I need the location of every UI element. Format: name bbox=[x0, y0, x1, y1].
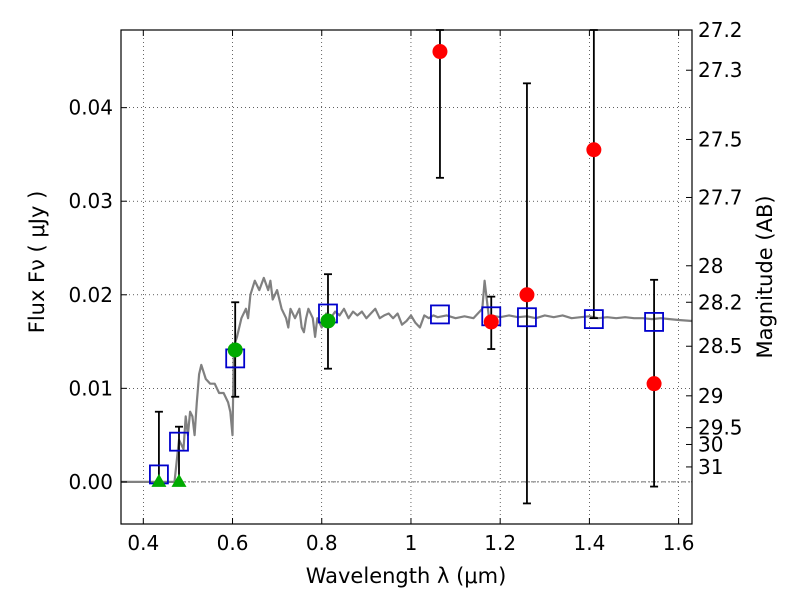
right-tick-label: 30 bbox=[698, 432, 723, 456]
upper-limit-triangle bbox=[151, 473, 167, 487]
y-axis-ticks: 0.00 0.01 0.02 0.03 0.04 bbox=[68, 96, 127, 494]
y-tick-label: 0.00 bbox=[68, 470, 113, 494]
green-data-point bbox=[320, 313, 336, 329]
model-square-marker bbox=[430, 304, 450, 325]
x-tick-label: 0.4 bbox=[127, 531, 159, 555]
x-axis-label: Wavelength λ (μm) bbox=[306, 564, 507, 588]
plot-background bbox=[121, 30, 692, 524]
red-data-point bbox=[586, 142, 602, 158]
x-tick-label: 1.2 bbox=[484, 531, 516, 555]
upper-limit-triangle bbox=[171, 473, 187, 487]
right-tick-label: 27.2 bbox=[698, 18, 743, 42]
y-axis-label-left: Flux Fν ( μJy ) bbox=[25, 191, 49, 334]
x-tick-label: 0.6 bbox=[217, 531, 249, 555]
y-tick-label: 0.04 bbox=[68, 96, 113, 120]
y-tick-label: 0.02 bbox=[68, 283, 113, 307]
right-tick-label: 27.7 bbox=[698, 185, 743, 209]
model-square-marker bbox=[644, 312, 664, 332]
model-square-marker bbox=[169, 431, 189, 452]
right-tick-label: 28 bbox=[698, 254, 723, 278]
right-tick-label: 29 bbox=[698, 384, 723, 408]
right-tick-label: 27.5 bbox=[698, 127, 743, 151]
green-data-point bbox=[227, 342, 243, 358]
x-tick-label: 0.8 bbox=[306, 531, 338, 555]
data-markers bbox=[149, 44, 664, 487]
model-square-marker bbox=[517, 307, 537, 328]
model-spectrum-line bbox=[121, 276, 693, 483]
right-tick-label: 28.2 bbox=[698, 290, 743, 314]
right-tick-label: 29.5 bbox=[698, 416, 743, 440]
x-axis-ticks: 0.4 0.6 0.8 1 1.2 1.4 1.6 bbox=[127, 30, 695, 555]
red-data-point bbox=[646, 376, 662, 392]
right-tick-label: 28.5 bbox=[698, 334, 743, 358]
red-data-point bbox=[432, 44, 448, 60]
model-square-marker bbox=[583, 309, 604, 330]
x-tick-label: 1.4 bbox=[573, 531, 605, 555]
model-spectrum bbox=[121, 276, 693, 483]
x-tick-label: 1.6 bbox=[663, 531, 695, 555]
right-tick-label: 31 bbox=[698, 455, 723, 479]
y-tick-label: 0.01 bbox=[68, 376, 113, 400]
red-data-point bbox=[483, 314, 499, 330]
x-tick-label: 1 bbox=[405, 531, 418, 555]
red-data-point bbox=[519, 287, 535, 303]
y-tick-label: 0.03 bbox=[68, 189, 113, 213]
y-axis-label-right: Magnitude (AB) bbox=[753, 195, 777, 358]
right-tick-label: 27.3 bbox=[698, 58, 743, 82]
plot-frame bbox=[120, 29, 693, 525]
